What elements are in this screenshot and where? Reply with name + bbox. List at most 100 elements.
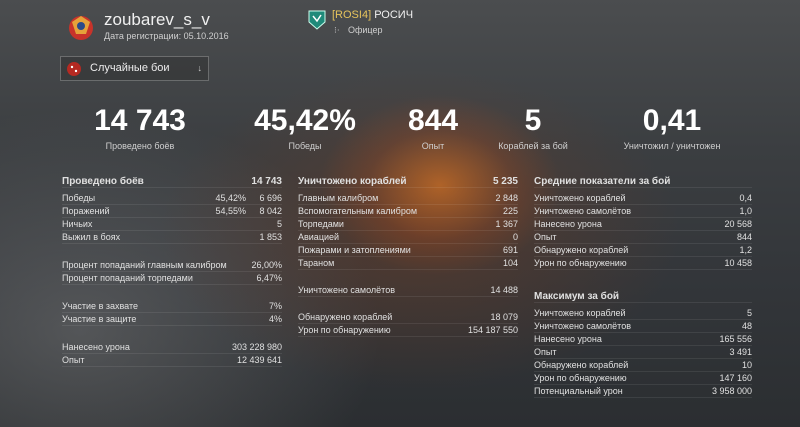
stat-row: Пожарами и затоплениями 691 [298, 244, 518, 257]
stat-value: 225 [502, 206, 518, 216]
stat-value: 6,47% [256, 273, 282, 283]
stat-value: 1,0 [739, 206, 752, 216]
stat-value: 154 187 550 [467, 325, 518, 335]
stat-value: 5 [746, 308, 752, 318]
summary-experience: 844 Опыт [373, 104, 493, 151]
stat-label: Уничтожено самолётов [298, 285, 395, 295]
stat-value: 14 488 [490, 285, 518, 295]
stat-row: Процент попаданий главным калибром 26,00% [62, 259, 282, 272]
stat-label: Нанесено урона [534, 334, 602, 344]
stat-value: 1 853 [259, 232, 282, 242]
summary-value: 45,42% [254, 104, 356, 137]
stat-label: Победы [62, 193, 96, 203]
section-header: Уничтожено кораблей 5 235 [298, 175, 518, 188]
stat-label: Торпедами [298, 219, 344, 229]
stat-label: Урон по обнаружению [534, 258, 627, 268]
stat-label: Урон по обнаружению [298, 325, 391, 335]
stat-label: Пожарами и затоплениями [298, 245, 411, 255]
stat-row: Участие в защите 4% [62, 313, 282, 326]
destroyed-stats: Уничтожено кораблей 5 235 Главным калибр… [298, 175, 518, 337]
summary-ships-per-battle: 5 Кораблей за бой [473, 104, 593, 151]
summary-value: 0,41 [642, 104, 702, 137]
stat-value: 303 228 980 [231, 342, 282, 352]
officer-rank-icon: ⁝⋅ [334, 25, 340, 35]
player-name: zoubarev_s_v [104, 10, 210, 29]
summary-value: 5 [524, 104, 542, 137]
summary-label: Уничтожил / уничтожен [623, 141, 721, 151]
stat-label: Поражений [62, 206, 110, 216]
stat-row: Торпедами 1 367 [298, 218, 518, 231]
stat-value: 20 568 [724, 219, 752, 229]
summary-value: 14 743 [94, 104, 186, 137]
summary-label: Опыт [421, 141, 445, 151]
stat-label: Участие в защите [62, 314, 137, 324]
stat-value: 10 [741, 360, 752, 370]
summary-kd-ratio: 0,41 Уничтожил / уничтожен [612, 104, 732, 151]
stat-value: 165 556 [719, 334, 752, 344]
section-total: 5 235 [492, 176, 518, 187]
stat-label: Нанесено урона [62, 342, 130, 352]
stat-row: Урон по обнаружению 147 160 [534, 372, 752, 385]
stat-label: Обнаружено кораблей [534, 360, 629, 370]
stat-label: Опыт [534, 347, 557, 357]
stat-row: Опыт 3 491 [534, 346, 752, 359]
stat-row: Уничтожено самолётов 48 [534, 320, 752, 333]
dice-icon [67, 62, 81, 76]
stat-row: Уничтожено кораблей 5 [534, 307, 752, 320]
summary-label: Проведено боёв [105, 141, 175, 151]
stat-row: Вспомогательным калибром 225 [298, 205, 518, 218]
stat-label: Потенциальный урон [534, 386, 623, 396]
stat-value: 3 958 000 [711, 386, 752, 396]
stat-value: 691 [502, 245, 518, 255]
stat-value: 7% [268, 301, 282, 311]
section-title: Проведено боёв [62, 176, 144, 187]
stat-row: Обнаружено кораблей 10 [534, 359, 752, 372]
section-header: Проведено боёв 14 743 [62, 175, 282, 188]
stat-row: Обнаружено кораблей 1,2 [534, 244, 752, 257]
stat-row: Победы 45,42% 6 696 [62, 192, 282, 205]
stat-row: Обнаружено кораблей 18 079 [298, 311, 518, 324]
stat-row: Участие в захвате 7% [62, 300, 282, 313]
stat-row: Главным калибром 2 848 [298, 192, 518, 205]
stat-row: Опыт 12 439 641 [62, 354, 282, 367]
clan-name[interactable]: [ROSI4] РОСИЧ [332, 9, 413, 21]
section-header: Средние показатели за бой [534, 175, 752, 188]
stat-value: 0,4 [739, 193, 752, 203]
stat-value: 5 [276, 219, 282, 229]
stat-row: Урон по обнаружению 154 187 550 [298, 324, 518, 337]
stat-label: Урон по обнаружению [534, 373, 627, 383]
stat-label: Ничьих [62, 219, 93, 229]
battle-mode-label: Случайные бои [90, 62, 170, 74]
battle-mode-dropdown[interactable]: Случайные бои ↓ [60, 56, 209, 81]
stat-row: Тараном 104 [298, 257, 518, 270]
stat-row: Ничьих 5 [62, 218, 282, 231]
chevron-down-icon: ↓ [197, 63, 203, 73]
stat-row: Нанесено урона 20 568 [534, 218, 752, 231]
stat-label: Вспомогательным калибром [298, 206, 418, 216]
summary-label: Победы [288, 141, 322, 151]
average-stats: Средние показатели за бой Уничтожено кор… [534, 175, 752, 270]
stat-label: Опыт [62, 355, 85, 365]
registration-date: Дата регистрации: 05.10.2016 [104, 31, 229, 41]
stat-label: Уничтожено самолётов [534, 321, 631, 331]
summary-battles: 14 743 Проведено боёв [80, 104, 200, 151]
stat-value: 4% [268, 314, 282, 324]
stat-value: 3 491 [729, 347, 752, 357]
stat-value: 1 367 [495, 219, 518, 229]
stat-value: 147 160 [719, 373, 752, 383]
stat-label: Уничтожено кораблей [534, 193, 626, 203]
stat-value: 6 696 [259, 193, 282, 203]
section-title: Максимум за бой [534, 291, 620, 302]
clan-title: РОСИЧ [374, 9, 414, 21]
stat-label: Обнаружено кораблей [298, 312, 393, 322]
stat-row: Нанесено урона 165 556 [534, 333, 752, 346]
stat-label: Опыт [534, 232, 557, 242]
stat-value: 1,2 [739, 245, 752, 255]
summary-label: Кораблей за бой [498, 141, 568, 151]
clan-tag: [ROSI4] [332, 9, 372, 21]
stat-value: 10 458 [724, 258, 752, 268]
stat-row: Выжил в боях 1 853 [62, 231, 282, 244]
stat-row: Уничтожено самолётов 14 488 [298, 284, 518, 297]
stat-row: Урон по обнаружению 10 458 [534, 257, 752, 270]
stat-row: Уничтожено самолётов 1,0 [534, 205, 752, 218]
